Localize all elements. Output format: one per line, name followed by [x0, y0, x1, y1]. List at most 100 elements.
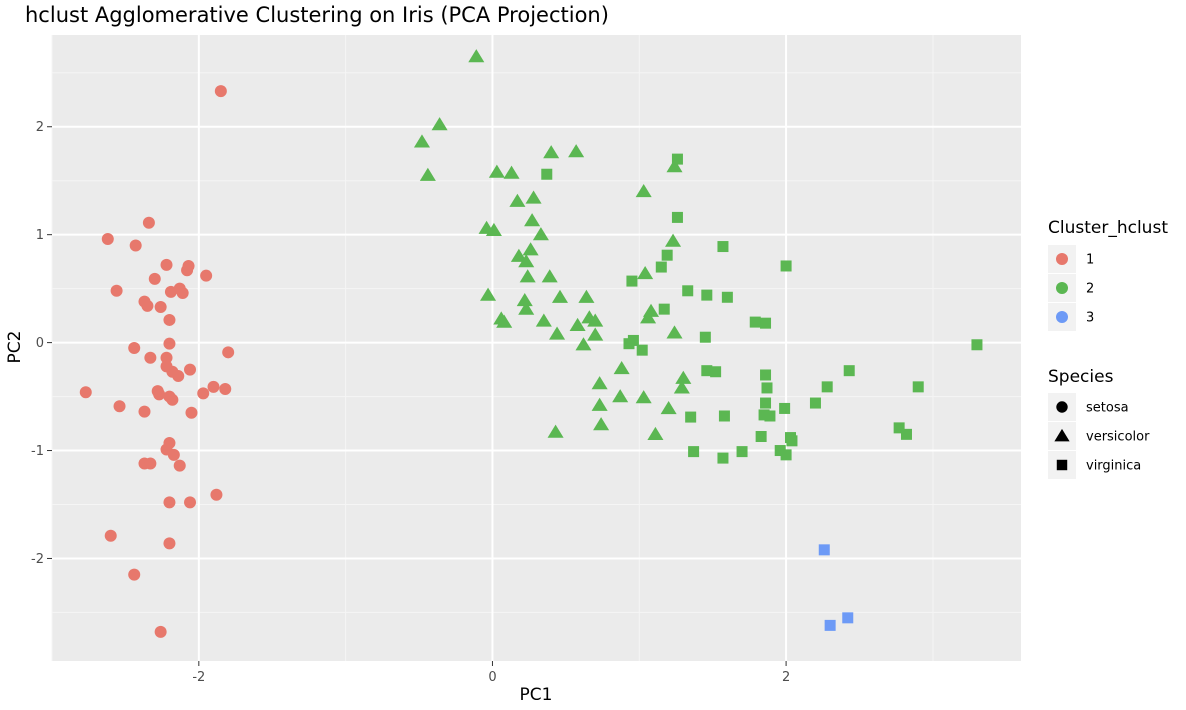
- data-point-triangle: [516, 293, 533, 307]
- legend-color-title: Cluster_hclust: [1048, 218, 1168, 238]
- data-point-circle: [181, 264, 194, 277]
- data-point-circle: [184, 363, 197, 376]
- data-point-square: [761, 382, 773, 394]
- legend-key-label: 2: [1086, 282, 1094, 297]
- x-tick-label: 2: [782, 670, 790, 685]
- legend-key-label: versicolor: [1086, 430, 1150, 445]
- data-point-square: [760, 397, 772, 409]
- data-point-square: [636, 344, 648, 356]
- data-point-circle: [166, 393, 179, 406]
- chart-title: hclust Agglomerative Clustering on Iris …: [25, 3, 609, 27]
- legend-key-swatch: [1056, 282, 1068, 294]
- data-point-triangle: [569, 317, 586, 331]
- data-point-triangle: [587, 313, 604, 327]
- data-point-circle: [104, 529, 117, 542]
- y-axis-title: PC2: [5, 331, 25, 364]
- y-tick-label: -2: [31, 552, 44, 567]
- data-point-triangle: [485, 222, 502, 236]
- data-point-triangle: [613, 361, 630, 375]
- data-point-triangle: [524, 213, 541, 227]
- data-point-triangle: [488, 164, 505, 178]
- data-point-square: [818, 544, 830, 556]
- data-point-square: [779, 402, 791, 414]
- data-point-triangle: [503, 165, 520, 179]
- data-point-circle: [173, 459, 186, 472]
- data-point-circle: [160, 258, 173, 271]
- data-point-square: [821, 381, 833, 393]
- y-tick-label: -1: [31, 444, 44, 459]
- data-point-triangle: [522, 242, 539, 256]
- data-point-triangle: [480, 287, 497, 301]
- data-point-square: [893, 422, 905, 434]
- legend-shape-keys: setosa versicolor virginica: [1048, 393, 1150, 479]
- y-tick-label: 1: [36, 228, 44, 243]
- data-point-circle: [200, 269, 213, 282]
- data-point-circle: [210, 488, 223, 501]
- data-point-square: [623, 338, 635, 350]
- legend-key-circle-icon: [1056, 401, 1068, 413]
- data-point-square: [736, 446, 748, 458]
- data-point-circle: [164, 285, 177, 298]
- data-point-square: [786, 435, 798, 447]
- y-tick-label: 2: [36, 120, 44, 135]
- data-point-circle: [110, 284, 123, 297]
- legend-key-label: virginica: [1086, 459, 1141, 474]
- data-point-triangle: [637, 266, 654, 280]
- data-point-triangle: [413, 134, 431, 148]
- data-point-square: [780, 449, 792, 461]
- data-point-square: [661, 249, 673, 261]
- legend: Cluster_hclust 1 2 3 Species setosa versico…: [1048, 218, 1168, 479]
- data-point-square: [655, 261, 667, 273]
- legend-key-triangle-icon: [1054, 428, 1070, 442]
- y-axis-ticks: -2 -1 0 1 2: [31, 120, 52, 567]
- y-tick-label: 0: [36, 336, 44, 351]
- data-point-circle: [214, 85, 227, 98]
- data-point-triangle: [518, 301, 535, 315]
- data-point-circle: [207, 380, 220, 393]
- data-point-square: [912, 381, 924, 393]
- data-point-square: [780, 260, 792, 272]
- data-point-square: [758, 409, 770, 421]
- data-point-square: [749, 316, 761, 328]
- legend-color-keys: 1 2 3: [1048, 245, 1094, 331]
- data-point-circle: [176, 286, 189, 299]
- x-axis-title: PC1: [520, 685, 553, 705]
- data-point-square: [717, 241, 729, 253]
- legend-key-label: 3: [1086, 311, 1094, 326]
- data-point-circle: [219, 383, 232, 396]
- x-axis-ticks: -2 0 2: [192, 661, 790, 685]
- data-point-square: [688, 446, 700, 458]
- data-point-square: [701, 365, 713, 377]
- data-point-triangle: [665, 233, 682, 247]
- data-point-square: [701, 289, 713, 301]
- data-point-square: [755, 431, 767, 443]
- legend-shape-title: Species: [1048, 367, 1114, 387]
- legend-key-square-icon: [1056, 459, 1068, 471]
- data-point-triangle: [532, 227, 549, 241]
- data-point-triangle: [675, 370, 692, 384]
- x-tick-label: -2: [192, 670, 205, 685]
- data-point-square: [900, 428, 912, 440]
- data-point-triangle: [612, 389, 629, 403]
- data-point-triangle: [666, 159, 683, 173]
- data-point-circle: [197, 387, 210, 400]
- data-point-triangle: [591, 376, 608, 390]
- data-point-triangle: [535, 313, 552, 327]
- data-point-square: [699, 331, 711, 343]
- data-point-triangle: [660, 400, 677, 415]
- data-point-square: [671, 211, 683, 223]
- data-point-circle: [113, 400, 126, 413]
- x-tick-label: 0: [488, 670, 496, 685]
- data-point-circle: [128, 568, 141, 581]
- data-point-circle: [138, 405, 151, 418]
- data-point-square: [760, 317, 772, 329]
- data-point-circle: [142, 216, 155, 229]
- data-point-triangle: [551, 289, 569, 303]
- legend-key-swatch: [1056, 253, 1068, 265]
- data-point-square: [541, 168, 553, 180]
- data-point-triangle: [591, 397, 608, 411]
- data-point-circle: [222, 346, 235, 359]
- data-point-triangle: [647, 426, 664, 440]
- data-point-circle: [160, 351, 173, 364]
